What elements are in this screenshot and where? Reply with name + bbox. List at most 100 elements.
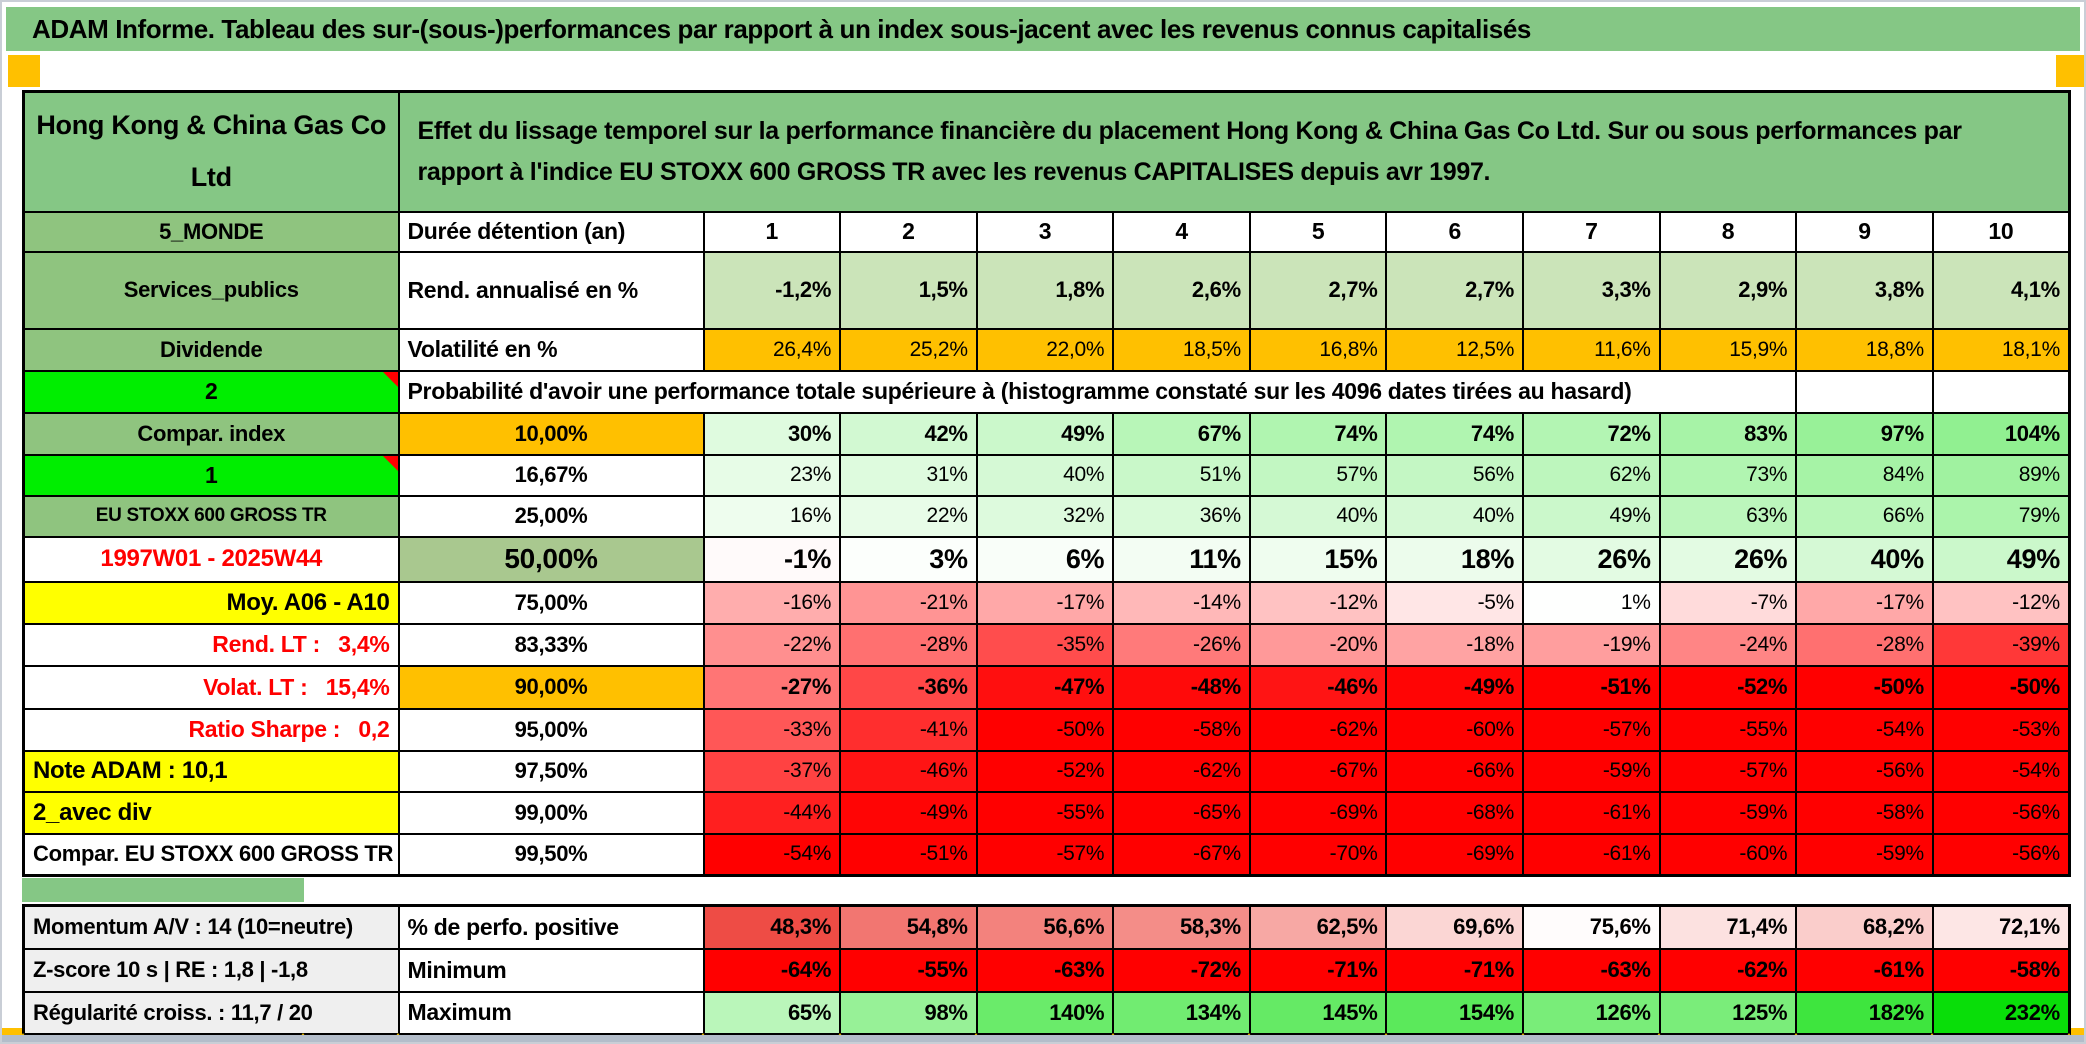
probability-value-cell[interactable]: -28% xyxy=(839,622,978,667)
vol-value-cell[interactable]: 25,2% xyxy=(839,327,978,372)
summary-metric-cell[interactable]: Maximum xyxy=(397,990,705,1036)
probability-value-cell[interactable]: -67% xyxy=(1248,749,1388,793)
probability-value-cell[interactable]: -61% xyxy=(1522,790,1661,835)
summary-metric-cell[interactable]: Minimum xyxy=(397,947,705,993)
probability-value-cell[interactable]: -24% xyxy=(1658,622,1798,667)
probability-value-cell[interactable]: -39% xyxy=(1931,622,2071,667)
threshold-cell[interactable]: 97,50% xyxy=(397,749,705,793)
probability-value-cell[interactable]: -57% xyxy=(1522,707,1661,752)
probability-value-cell[interactable]: -58% xyxy=(1112,707,1251,752)
probability-value-cell[interactable]: -50% xyxy=(1795,664,1934,710)
probability-value-cell[interactable]: -52% xyxy=(1658,664,1798,710)
rend-label-cell[interactable]: Rend. annualisé en % xyxy=(397,250,705,330)
probability-value-cell[interactable]: 42% xyxy=(839,411,978,456)
probability-value-cell[interactable]: -33% xyxy=(702,707,842,752)
probability-value-cell[interactable]: -56% xyxy=(1931,790,2071,835)
probability-value-cell[interactable]: 31% xyxy=(839,453,978,497)
summary-value-cell[interactable]: -72% xyxy=(1112,947,1251,993)
probability-value-cell[interactable]: -70% xyxy=(1248,832,1388,877)
probability-value-cell[interactable]: -37% xyxy=(702,749,842,793)
probability-value-cell[interactable]: 40% xyxy=(1248,494,1388,538)
probability-value-cell[interactable]: 49% xyxy=(975,411,1115,456)
probability-value-cell[interactable]: -67% xyxy=(1112,832,1251,877)
summary-value-cell[interactable]: -61% xyxy=(1795,947,1934,993)
probability-value-cell[interactable]: -61% xyxy=(1522,832,1661,877)
probability-value-cell[interactable]: -27% xyxy=(702,664,842,710)
probability-value-cell[interactable]: -22% xyxy=(702,622,842,667)
probability-value-cell[interactable]: 26% xyxy=(1658,535,1798,583)
probability-value-cell[interactable]: 6% xyxy=(975,535,1115,583)
summary-value-cell[interactable]: -62% xyxy=(1658,947,1798,993)
summary-value-cell[interactable]: -71% xyxy=(1248,947,1388,993)
year-header-cell[interactable]: 9 xyxy=(1795,210,1934,253)
probability-value-cell[interactable]: -60% xyxy=(1385,707,1525,752)
summary-value-cell[interactable]: -71% xyxy=(1385,947,1525,993)
probability-value-cell[interactable]: -69% xyxy=(1248,790,1388,835)
vol-value-cell[interactable]: 11,6% xyxy=(1522,327,1661,372)
probability-value-cell[interactable]: 56% xyxy=(1385,453,1525,497)
probability-value-cell[interactable]: -14% xyxy=(1112,580,1251,625)
probability-value-cell[interactable]: -12% xyxy=(1248,580,1388,625)
probability-value-cell[interactable]: 84% xyxy=(1795,453,1934,497)
threshold-cell[interactable]: 83,33% xyxy=(397,622,705,667)
rend-value-cell[interactable]: -1,2% xyxy=(702,250,842,330)
empty-cell[interactable] xyxy=(1795,369,1934,414)
vol-value-cell[interactable]: 26,4% xyxy=(702,327,842,372)
probability-value-cell[interactable]: -69% xyxy=(1385,832,1525,877)
summary-value-cell[interactable]: 69,6% xyxy=(1385,904,1525,950)
summary-label-cell[interactable]: Régularité croiss. : 11,7 / 20 xyxy=(22,990,400,1036)
summary-label-cell[interactable]: Z-score 10 s | RE : 1,8 | -1,8 xyxy=(22,947,400,993)
rend-value-cell[interactable]: 2,6% xyxy=(1112,250,1251,330)
probability-value-cell[interactable]: -56% xyxy=(1795,749,1934,793)
row-label-cell[interactable]: 1 xyxy=(22,453,400,497)
probability-value-cell[interactable]: -57% xyxy=(975,832,1115,877)
summary-value-cell[interactable]: 58,3% xyxy=(1112,904,1251,950)
summary-value-cell[interactable]: 72,1% xyxy=(1931,904,2071,950)
probability-value-cell[interactable]: 74% xyxy=(1248,411,1388,456)
row-label-cell[interactable]: Compar. EU STOXX 600 GROSS TR xyxy=(22,832,400,877)
year-header-cell[interactable]: 10 xyxy=(1931,210,2071,253)
summary-value-cell[interactable]: 134% xyxy=(1112,990,1251,1036)
probability-value-cell[interactable]: 63% xyxy=(1658,494,1798,538)
summary-value-cell[interactable]: 62,5% xyxy=(1248,904,1388,950)
probability-value-cell[interactable]: -54% xyxy=(1795,707,1934,752)
probability-value-cell[interactable]: 83% xyxy=(1658,411,1798,456)
threshold-cell[interactable]: 99,50% xyxy=(397,832,705,877)
probability-value-cell[interactable]: 89% xyxy=(1931,453,2071,497)
probability-value-cell[interactable]: 49% xyxy=(1522,494,1661,538)
probability-value-cell[interactable]: 79% xyxy=(1931,494,2071,538)
probability-value-cell[interactable]: -1% xyxy=(702,535,842,583)
row-label-cell[interactable]: Compar. index xyxy=(22,411,400,456)
vol-label-cell[interactable]: Volatilité en % xyxy=(397,327,705,372)
probability-value-cell[interactable]: -46% xyxy=(1248,664,1388,710)
probability-value-cell[interactable]: -51% xyxy=(839,832,978,877)
probability-value-cell[interactable]: -46% xyxy=(839,749,978,793)
vol-value-cell[interactable]: 12,5% xyxy=(1385,327,1525,372)
industry-cell[interactable]: Services_publics xyxy=(22,250,400,330)
probability-value-cell[interactable]: -28% xyxy=(1795,622,1934,667)
probability-value-cell[interactable]: 26% xyxy=(1522,535,1661,583)
probability-value-cell[interactable]: -52% xyxy=(975,749,1115,793)
rend-value-cell[interactable]: 2,7% xyxy=(1385,250,1525,330)
probability-value-cell[interactable]: -59% xyxy=(1795,832,1934,877)
row-label-cell[interactable]: Moy. A06 - A10 xyxy=(22,580,400,625)
probability-value-cell[interactable]: -12% xyxy=(1931,580,2071,625)
summary-value-cell[interactable]: 232% xyxy=(1931,990,2071,1036)
probability-value-cell[interactable]: -49% xyxy=(839,790,978,835)
summary-value-cell[interactable]: 56,6% xyxy=(975,904,1115,950)
probability-value-cell[interactable]: 32% xyxy=(975,494,1115,538)
probability-value-cell[interactable]: 97% xyxy=(1795,411,1934,456)
probability-value-cell[interactable]: 1% xyxy=(1522,580,1661,625)
year-header-cell[interactable]: 1 xyxy=(702,210,842,253)
probability-value-cell[interactable]: -36% xyxy=(839,664,978,710)
year-header-cell[interactable]: 8 xyxy=(1658,210,1798,253)
threshold-cell[interactable]: 25,00% xyxy=(397,494,705,538)
summary-value-cell[interactable]: -58% xyxy=(1931,947,2071,993)
vol-value-cell[interactable]: 18,5% xyxy=(1112,327,1251,372)
probability-value-cell[interactable]: 51% xyxy=(1112,453,1251,497)
probability-value-cell[interactable]: 74% xyxy=(1385,411,1525,456)
summary-value-cell[interactable]: 71,4% xyxy=(1658,904,1798,950)
summary-value-cell[interactable]: 65% xyxy=(702,990,842,1036)
row-label-cell[interactable]: Ratio Sharpe : 0,2 xyxy=(22,707,400,752)
probability-value-cell[interactable]: 23% xyxy=(702,453,842,497)
